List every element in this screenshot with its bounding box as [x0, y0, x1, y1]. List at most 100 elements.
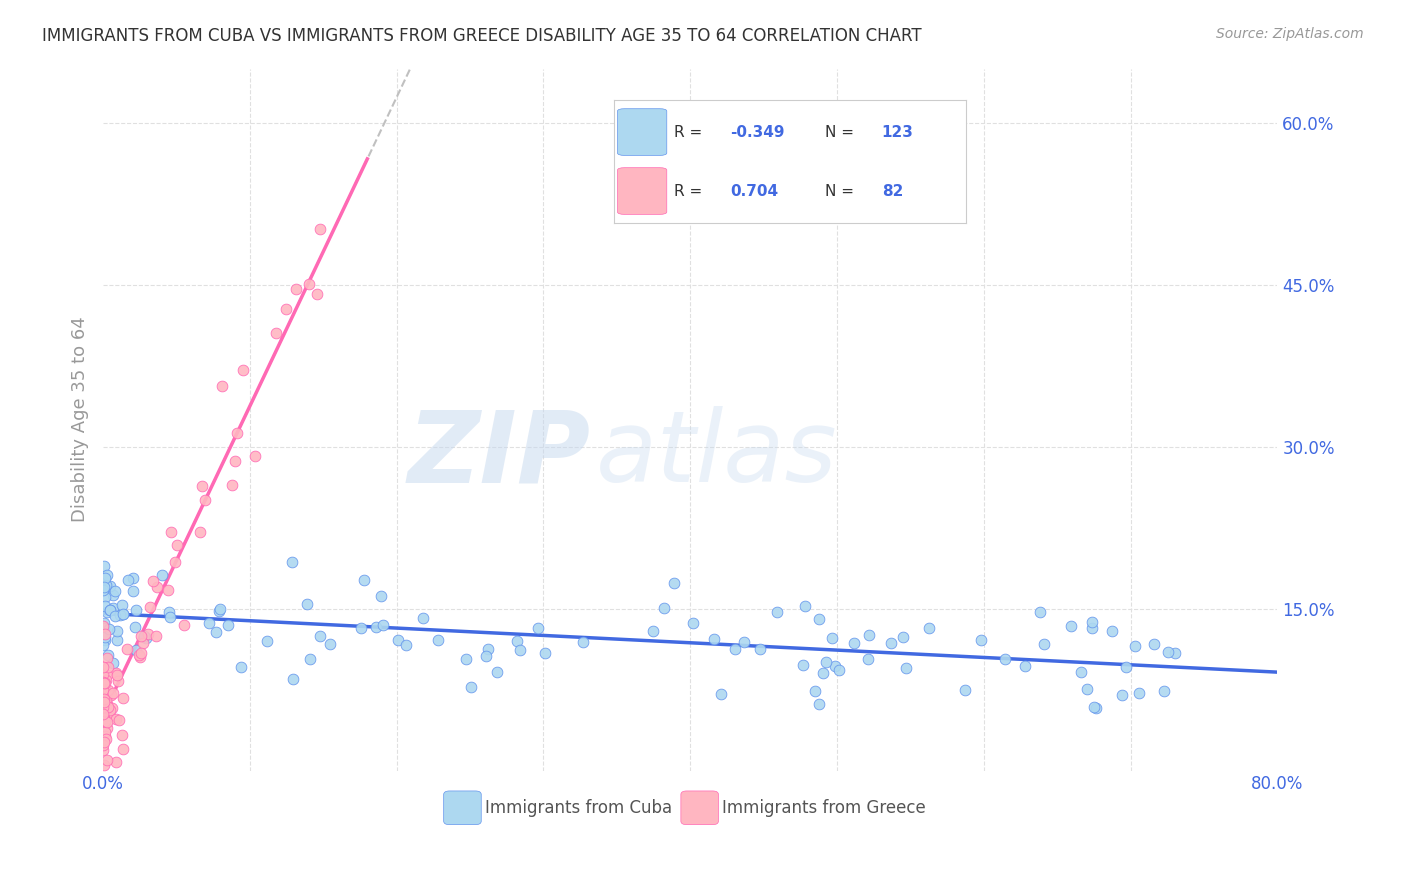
Point: [1123, 640, 1146, 654]
Point: [93, 583, 115, 598]
Point: [104, 665, 127, 680]
Point: [1060, 619, 1083, 633]
Point: [98, 602, 121, 616]
Point: [765, 605, 787, 619]
Point: [1101, 624, 1123, 639]
Point: [165, 555, 187, 569]
Point: [104, 608, 127, 623]
Point: [91, 682, 114, 697]
Point: [807, 612, 830, 626]
Point: [138, 626, 160, 640]
Point: [724, 642, 747, 657]
Point: [97, 683, 120, 698]
Point: [858, 651, 880, 665]
Point: [486, 665, 509, 679]
Point: [103, 584, 125, 599]
Point: [94, 627, 117, 641]
Point: [299, 652, 322, 666]
Point: [166, 538, 188, 552]
Point: [953, 682, 976, 697]
Point: [93, 714, 115, 729]
Point: [108, 607, 131, 622]
Point: [145, 581, 167, 595]
Point: [748, 642, 770, 657]
Point: [94, 676, 117, 690]
Point: [475, 649, 498, 664]
Point: [1153, 683, 1175, 698]
Point: [96, 668, 118, 682]
FancyBboxPatch shape: [681, 791, 718, 824]
Point: [156, 583, 179, 598]
Point: [117, 573, 139, 587]
Point: [1081, 621, 1104, 635]
Point: [1115, 660, 1137, 674]
Point: [205, 624, 228, 639]
Point: [710, 687, 733, 701]
Point: [91, 743, 114, 757]
Point: [93, 674, 115, 689]
Point: [94, 578, 117, 592]
Point: [794, 599, 817, 613]
Point: [96, 648, 118, 662]
Point: [121, 571, 143, 585]
Point: [94, 709, 117, 723]
Point: [91, 706, 114, 721]
Point: [96, 660, 118, 674]
Point: [1143, 637, 1166, 651]
Point: [298, 277, 321, 291]
Point: [105, 667, 128, 681]
Point: [224, 454, 246, 468]
Point: [94, 731, 117, 746]
Point: [364, 619, 387, 633]
Point: [94, 599, 117, 613]
Point: [1083, 700, 1105, 714]
Point: [371, 617, 394, 632]
Point: [135, 632, 157, 646]
Point: [159, 525, 181, 540]
Point: [1014, 659, 1036, 673]
Text: atlas: atlas: [596, 406, 838, 503]
Point: [96, 721, 118, 735]
Point: [125, 643, 148, 657]
Point: [131, 629, 153, 643]
Point: [94, 630, 117, 644]
Point: [93, 692, 115, 706]
Point: [460, 680, 482, 694]
Point: [112, 607, 135, 621]
Point: [93, 660, 115, 674]
Point: [96, 605, 118, 619]
Point: [104, 712, 127, 726]
Point: [221, 478, 243, 492]
Point: [572, 635, 595, 649]
Point: [226, 426, 249, 441]
Point: [107, 713, 129, 727]
Point: [509, 643, 531, 657]
Point: [138, 599, 160, 614]
Point: [1157, 644, 1180, 658]
Point: [94, 692, 117, 706]
Point: [229, 660, 252, 674]
Point: [91, 738, 114, 752]
Point: [211, 378, 233, 392]
Point: [208, 604, 231, 618]
Point: [93, 616, 115, 631]
Point: [309, 629, 332, 643]
Point: [94, 571, 117, 585]
Point: [100, 688, 122, 702]
Point: [128, 648, 150, 662]
Point: [217, 617, 239, 632]
Point: [101, 600, 124, 615]
Point: [125, 602, 148, 616]
Point: [387, 633, 409, 648]
Point: [94, 590, 117, 604]
Point: [245, 449, 267, 463]
Point: [917, 621, 939, 635]
Point: [93, 734, 115, 748]
Point: [111, 728, 134, 742]
Point: [124, 620, 146, 634]
Point: [891, 631, 914, 645]
Point: [194, 493, 217, 508]
Point: [93, 711, 115, 725]
Point: [128, 650, 150, 665]
Text: ZIP: ZIP: [408, 406, 591, 503]
